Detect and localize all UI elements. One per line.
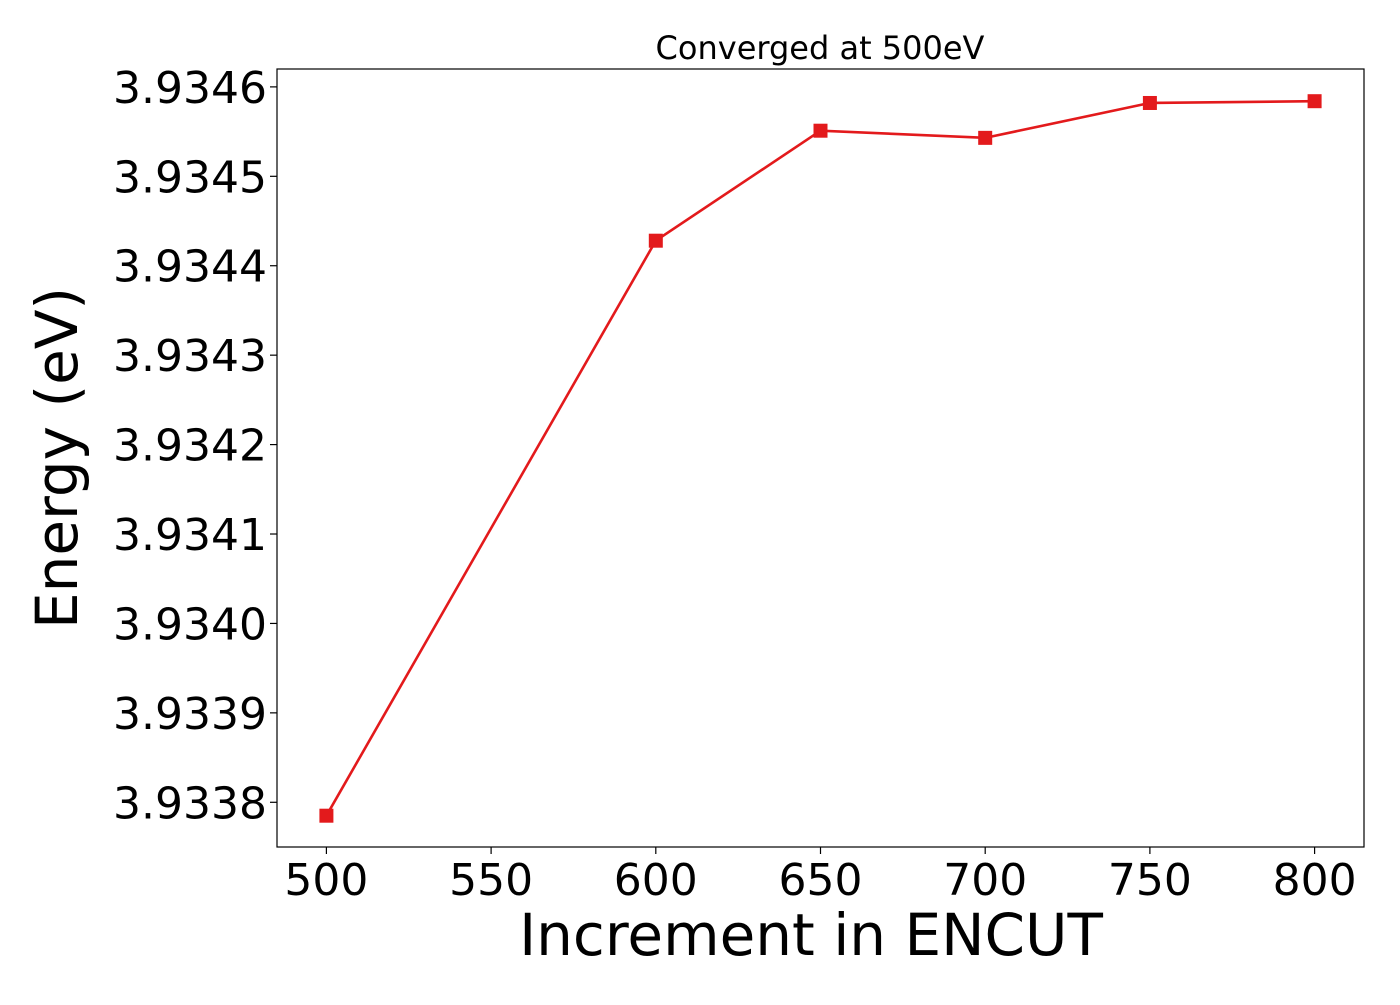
x-tick-label: 800 — [1273, 855, 1357, 906]
data-point-marker — [1307, 94, 1322, 109]
x-tick-label: 600 — [614, 855, 698, 906]
y-tick-label: 3.9344 — [113, 242, 267, 293]
y-axis-label: Energy (eV) — [23, 287, 91, 629]
y-tick-label: 3.9340 — [113, 599, 267, 650]
chart-title: Converged at 500eV — [656, 29, 985, 67]
data-point-marker — [813, 123, 828, 138]
y-tick-label: 3.9338 — [113, 778, 267, 829]
data-point-marker — [648, 233, 663, 248]
x-tick-label: 550 — [449, 855, 533, 906]
x-tick-label: 700 — [943, 855, 1027, 906]
series-layer — [319, 94, 1322, 823]
y-tick-label: 3.9342 — [113, 421, 267, 472]
x-tick-label: 500 — [284, 855, 368, 906]
data-point-marker — [319, 808, 334, 823]
y-tick-label: 3.9339 — [113, 689, 267, 740]
y-tick-label: 3.9345 — [113, 152, 267, 203]
y-axis-ticks: 3.9338 3.9339 3.9340 3.9341 3.9342 3.9343 3.93… — [113, 63, 277, 829]
x-axis-ticks: 500 550 600 650 700 750 800 — [284, 847, 1357, 906]
y-tick-label: 3.9343 — [113, 331, 267, 382]
x-axis-label: Increment in ENCUT — [519, 901, 1103, 969]
y-tick-label: 3.9341 — [113, 510, 267, 561]
y-tick-label: 3.9346 — [113, 63, 267, 114]
x-tick-label: 750 — [1108, 855, 1192, 906]
data-point-marker — [1142, 95, 1157, 110]
data-point-marker — [978, 130, 993, 145]
series-line — [325, 99, 1315, 817]
x-tick-label: 650 — [779, 855, 863, 906]
